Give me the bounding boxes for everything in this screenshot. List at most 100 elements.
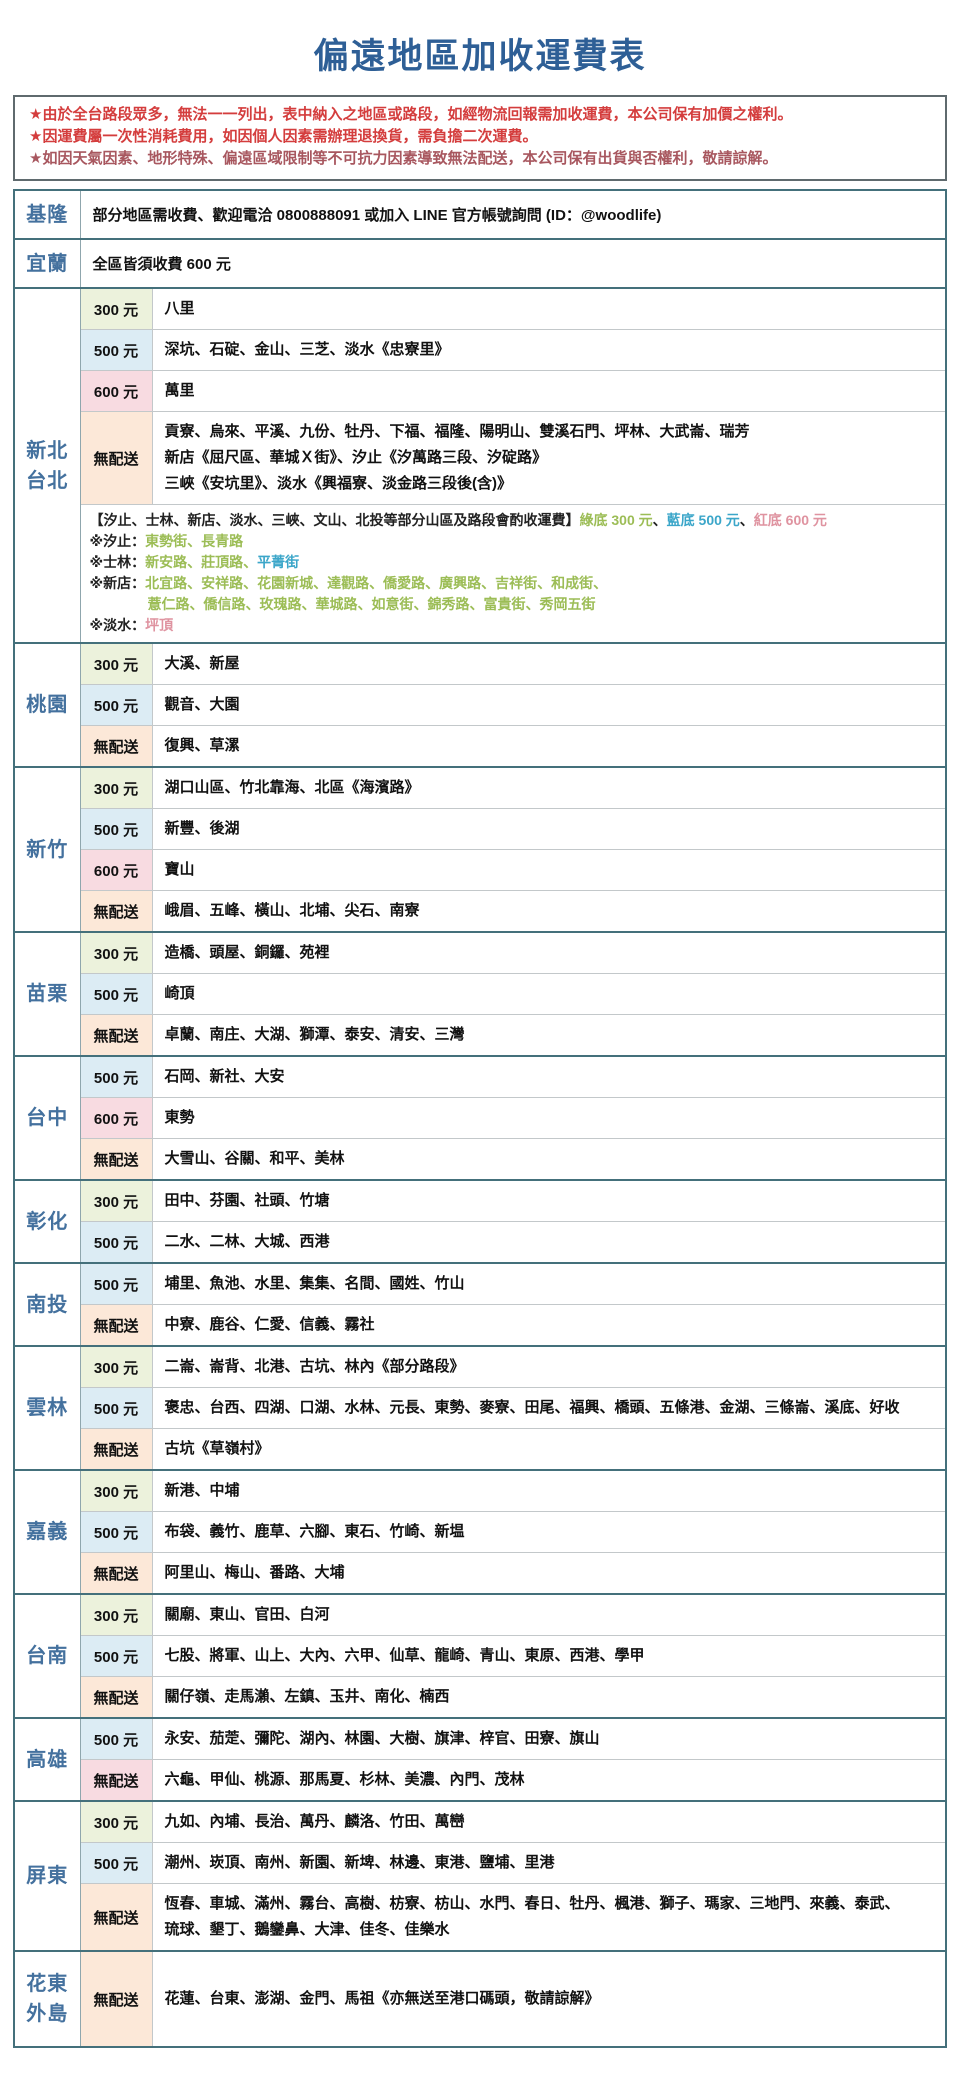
table-row: 雲林 300 元二崙、崙背、北港、古坑、林內《部分路段》 — [13, 1345, 947, 1471]
table-row: 無配送 卓蘭、南庄、大湖、獅潭、泰安、清安、三灣 — [14, 1014, 947, 1057]
fee-cell: 無配送 — [79, 1552, 153, 1595]
table-row: 桃園 300 元大溪、新屋 — [13, 642, 947, 768]
note-segment: 藍底 500 元 — [666, 512, 740, 528]
areas-cell: 永安、茄萣、彌陀、湖內、林園、大樹、旗津、梓官、田寮、旗山 — [151, 1717, 947, 1760]
areas-line: 寶山 — [164, 861, 195, 878]
region-block: 基隆 部分地區需收費、歡迎電洽 0800888091 或加入 LINE 官方帳號詢… — [13, 189, 947, 240]
notice-line: ★因運費屬一次性消耗費用，如因個人因素需辦理退換貨，需負擔二次運費。 — [29, 128, 538, 145]
region-block: 雲林 300 元二崙、崙背、北港、古坑、林內《部分路段》 500 元褒忠、台西、四湖… — [13, 1345, 947, 1471]
fee-cell: 500 元 — [79, 1511, 153, 1553]
table-row: 無配送 貢寮、烏來、平溪、九份、牡丹、下福、福隆、陽明山、雙溪石門、坪林、大武崙、… — [14, 411, 947, 505]
note-segment: 坪頂 — [145, 617, 174, 633]
region-label-line: 屏東 — [26, 1865, 69, 1887]
areas-cell: 深坑、石碇、金山、三芝、淡水《忠寮里》 — [151, 329, 947, 371]
note-cell: 【汐止、士林、新店、淡水、三峽、文山、北投等部分山區及路段會酌收運費】綠底 30… — [79, 504, 947, 644]
region-label-line: 台中 — [26, 1107, 69, 1129]
table-row: 花東外島 無配送 花蓮、台東、澎湖、金門、馬祖《亦無送至港口碼頭，敬請諒解》 — [13, 1950, 947, 2048]
areas-line: 二崙、崙背、北港、古坑、林內《部分路段》 — [164, 1358, 465, 1375]
table-row: 屏東 300 元九如、內埔、長治、萬丹、麟洛、竹田、萬巒 — [13, 1800, 947, 1952]
table-row: 宜蘭 全區皆須收費 600 元 — [13, 238, 947, 289]
fee-cell: 300 元 — [79, 642, 153, 685]
region-label-line: 宜蘭 — [26, 252, 69, 275]
table-row: 500 元七股、將軍、山上、大內、六甲、仙草、龍崎、青山、東原、西港、學甲 — [14, 1635, 947, 1677]
region-label-line: 台南 — [26, 1645, 69, 1667]
region-block: 苗栗 300 元造橋、頭屋、銅鑼、苑裡 500 元崎頂 無配送 卓蘭、南庄、大湖、獅潭、… — [13, 931, 947, 1057]
fee-cell: 500 元 — [79, 1387, 153, 1429]
region-block: 新竹 300 元湖口山區、竹北靠海、北區《海濱路》 500 元新豐、後湖 600 元寶… — [13, 766, 947, 933]
areas-line: 湖口山區、竹北靠海、北區《海濱路》 — [164, 779, 420, 796]
fee-cell: 300 元 — [79, 766, 153, 809]
areas-line: 新港、中埔 — [164, 1482, 240, 1499]
areas-cell: 二崙、崙背、北港、古坑、林內《部分路段》 — [151, 1345, 947, 1388]
note-line: ※汐止：東勢街、長青路 — [90, 531, 937, 552]
fee-cell: 無配送 — [79, 725, 153, 768]
region-label: 嘉義 — [13, 1469, 81, 1595]
areas-cell: 大溪、新屋 — [151, 642, 947, 685]
table-row: 無配送 復興、草漯 — [14, 725, 947, 768]
region-label-line: 嘉義 — [26, 1521, 69, 1543]
region-label-line: 南投 — [26, 1293, 69, 1316]
table-row: 500 元二水、二林、大城、西港 — [14, 1221, 947, 1264]
areas-cell: 全區皆須收費 600 元 — [79, 238, 947, 289]
areas-cell: 關廟、東山、官田、白河 — [151, 1593, 947, 1636]
fee-cell: 無配送 — [79, 1950, 153, 2048]
notice-line: ★由於全台路段眾多，無法一一列出，表中納入之地區或路段，如經物流回報需加收運費，… — [29, 106, 793, 123]
region-label: 花東 外島 — [13, 1950, 81, 2048]
fee-cell: 300 元 — [79, 1345, 153, 1388]
fee-cell: 無配送 — [79, 411, 153, 505]
table-row: 新竹 300 元湖口山區、竹北靠海、北區《海濱路》 — [13, 766, 947, 933]
fee-cell: 500 元 — [79, 1635, 153, 1677]
fee-cell: 無配送 — [79, 890, 153, 933]
note-segment: 東勢街、長青路 — [145, 533, 244, 549]
areas-cell: 東勢 — [151, 1097, 947, 1139]
region-label: 台南 — [13, 1593, 81, 1719]
region-block: 高雄 500 元永安、茄萣、彌陀、湖內、林園、大樹、旗津、梓官、田寮、旗山 無配送六… — [13, 1717, 947, 1802]
areas-line: 新店《屈尺區、華城Ｘ街》、汐止《汐萬路三段、汐碇路》 — [164, 449, 548, 466]
areas-line: 潮州、崁頂、南州、新園、新埤、林邊、東港、鹽埔、里港 — [164, 1854, 555, 1871]
areas-cell: 石岡、新社、大安 — [151, 1055, 947, 1098]
note-segment: 薏仁路、僑信路、玫瑰路、華城路、如意街、錦秀路、富貴街、秀岡五街 — [147, 596, 596, 612]
areas-cell: 新港、中埔 — [151, 1469, 947, 1512]
region-block: 嘉義 300 元新港、中埔 500 元布袋、義竹、鹿草、六腳、東石、竹崎、新塭 無配送… — [13, 1469, 947, 1595]
region-label: 新北 台北 — [13, 287, 81, 644]
table-row: 台中 500 元石岡、新社、大安 — [13, 1055, 947, 1181]
areas-cell: 關仔嶺、走馬瀨、左鎮、玉井、南化、楠西 — [151, 1676, 947, 1719]
region-label-line: 新北 — [26, 439, 69, 462]
areas-cell: 六龜、甲仙、桃源、那馬夏、杉林、美濃、內門、茂林 — [151, 1759, 947, 1802]
areas-cell: 貢寮、烏來、平溪、九份、牡丹、下福、福隆、陽明山、雙溪石門、坪林、大武崙、瑞芳新… — [151, 411, 947, 505]
table-row: 嘉義 300 元新港、中埔 — [13, 1469, 947, 1595]
areas-line: 中寮、鹿谷、仁愛、信義、霧社 — [164, 1316, 375, 1333]
note-segment: ※新店： — [89, 575, 146, 591]
region-label-line: 彰化 — [26, 1210, 69, 1233]
areas-line: 大雪山、谷關、和平、美林 — [164, 1150, 345, 1167]
region-block: 彰化 300 元田中、芬園、社頭、竹塘 500 元二水、二林、大城、西港 — [13, 1179, 947, 1264]
region-label-line: 花東 — [26, 1973, 69, 1995]
fee-cell: 300 元 — [79, 287, 153, 330]
areas-cell: 九如、內埔、長治、萬丹、麟洛、竹田、萬巒 — [151, 1800, 947, 1843]
table-row: 苗栗 300 元造橋、頭屋、銅鑼、苑裡 — [13, 931, 947, 1057]
note-segment: 、 — [739, 512, 754, 528]
region-block: 桃園 300 元大溪、新屋 500 元觀音、大園 無配送 復興、草漯 — [13, 642, 947, 768]
areas-cell: 觀音、大園 — [151, 684, 947, 726]
region-label: 基隆 — [13, 189, 81, 240]
table-row: 600 元寶山 — [14, 849, 947, 891]
fee-cell: 無配送 — [79, 1304, 153, 1347]
fee-cell: 500 元 — [79, 684, 153, 726]
areas-cell: 褒忠、台西、四湖、口湖、水林、元長、東勢、麥寮、田尾、福興、橋頭、五條港、金湖、… — [151, 1387, 947, 1429]
region-block: 台南 300 元關廟、東山、官田、白河 500 元七股、將軍、山上、大內、六甲、仙草… — [13, 1593, 947, 1719]
region-label: 彰化 — [13, 1179, 81, 1264]
fee-cell: 無配送 — [79, 1428, 153, 1471]
region-label: 台中 — [13, 1055, 81, 1181]
areas-line: 田中、芬園、社頭、竹塘 — [164, 1192, 330, 1209]
fee-cell: 無配送 — [79, 1138, 153, 1181]
areas-cell: 崎頂 — [151, 973, 947, 1015]
areas-line: 古坑《草嶺村》 — [164, 1440, 270, 1457]
areas-line: 花蓮、台東、澎湖、金門、馬祖《亦無送至港口碼頭，敬請諒解》 — [164, 1990, 600, 2007]
region-label-line: 桃園 — [26, 694, 69, 716]
region-label-line: 外島 — [26, 2003, 69, 2025]
region-label-line: 基隆 — [26, 203, 69, 226]
areas-cell: 造橋、頭屋、銅鑼、苑裡 — [151, 931, 947, 974]
region-label-line: 新竹 — [26, 838, 69, 861]
areas-cell: 部分地區需收費、歡迎電洽 0800888091 或加入 LINE 官方帳號詢問 … — [79, 189, 947, 240]
